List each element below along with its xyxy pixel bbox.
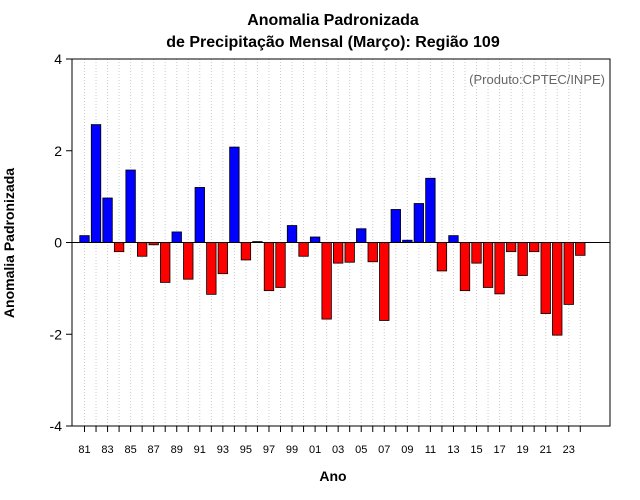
bar-90 xyxy=(183,242,194,280)
y-axis-label: Anomalia Padronizada xyxy=(1,168,17,318)
x-tick-label: 13 xyxy=(447,444,459,456)
bar-89 xyxy=(171,231,182,243)
y-tick-label: 2 xyxy=(54,143,62,159)
bar-17 xyxy=(494,242,505,295)
bar-93 xyxy=(217,242,229,275)
bars xyxy=(79,124,586,336)
bar-15 xyxy=(471,242,482,264)
bar-84 xyxy=(113,242,125,253)
bar-22 xyxy=(552,242,563,336)
x-tick-label: 03 xyxy=(332,444,344,456)
chart-title: Anomalia Padronizada xyxy=(247,12,419,29)
y-tick-label: 0 xyxy=(54,235,62,251)
bar-14 xyxy=(459,242,471,292)
x-tick-label: 23 xyxy=(563,444,575,456)
bar-02 xyxy=(321,242,332,320)
x-tick-label: 93 xyxy=(217,444,229,456)
x-axis: 81 83 85 87 89 91 93 95 97 99 01 03 05 07 09 11 13 15 17 19… xyxy=(78,426,581,456)
x-tick-label: 15 xyxy=(470,444,482,456)
x-tick-label: 97 xyxy=(263,444,275,456)
y-tick-label: -2 xyxy=(50,326,63,342)
bar-12 xyxy=(436,242,448,272)
y-tick-label: 4 xyxy=(54,51,62,67)
bar-20 xyxy=(529,242,540,253)
chart-subtitle: de Precipitação Mensal (Março): Região 1… xyxy=(166,34,500,51)
bar-88 xyxy=(160,242,171,283)
y-axis: -4 -2 0 2 4 xyxy=(50,51,72,434)
bar-03 xyxy=(333,242,344,264)
bar-98 xyxy=(275,242,286,288)
bar-00 xyxy=(298,242,309,257)
bar-13 xyxy=(448,235,459,243)
bar-06 xyxy=(367,242,378,263)
x-tick-label: 07 xyxy=(378,444,390,456)
bar-19 xyxy=(517,242,528,276)
bar-01 xyxy=(309,236,321,243)
bar-95 xyxy=(240,242,252,261)
bar-16 xyxy=(482,242,494,288)
x-tick-label: 21 xyxy=(540,444,552,456)
bar-08 xyxy=(390,209,401,243)
x-tick-label: 11 xyxy=(425,444,436,456)
x-tick-label: 85 xyxy=(124,444,136,456)
bar-86 xyxy=(136,242,148,257)
bar-83 xyxy=(102,197,113,243)
x-tick-label: 95 xyxy=(240,444,252,456)
product-annotation: (Produto:CPTEC/INPE) xyxy=(469,72,605,87)
x-tick-label: 91 xyxy=(194,444,206,456)
bar-23 xyxy=(563,242,574,305)
bar-07 xyxy=(379,242,390,321)
bar-99 xyxy=(286,225,298,243)
bar-91 xyxy=(194,187,205,243)
bar-18 xyxy=(505,242,517,253)
bar-94 xyxy=(229,146,240,243)
bar-04 xyxy=(344,242,355,263)
x-tick-label: 99 xyxy=(286,444,298,456)
bar-05 xyxy=(356,228,367,243)
x-tick-label: 19 xyxy=(517,444,529,456)
x-tick-label: 05 xyxy=(355,444,367,456)
x-tick-label: 87 xyxy=(148,444,160,456)
y-tick-label: -4 xyxy=(50,418,63,434)
x-tick-label: 01 xyxy=(309,444,321,456)
bar-11 xyxy=(425,177,436,243)
x-tick-label: 81 xyxy=(78,444,90,456)
bar-24 xyxy=(575,242,586,256)
bar-21 xyxy=(540,242,551,315)
x-tick-label: 89 xyxy=(171,444,183,456)
bar-81 xyxy=(79,235,90,243)
x-tick-label: 17 xyxy=(493,444,505,456)
bar-10 xyxy=(413,203,425,243)
bar-97 xyxy=(263,242,275,292)
bar-92 xyxy=(206,242,217,295)
bar-82 xyxy=(90,124,102,243)
bar-85 xyxy=(125,169,136,243)
x-axis-label: Ano xyxy=(319,468,346,484)
x-tick-label: 09 xyxy=(401,444,413,456)
x-tick-label: 83 xyxy=(101,444,113,456)
